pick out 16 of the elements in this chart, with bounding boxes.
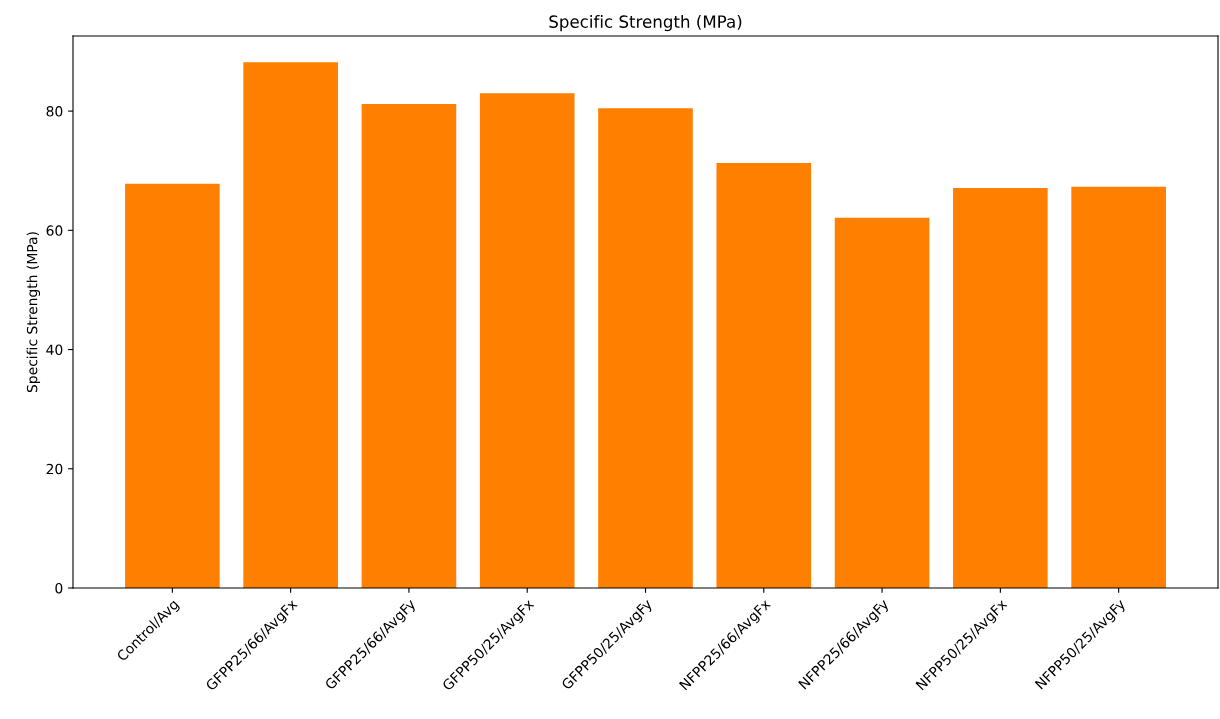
y-tick-label: 0 (55, 582, 63, 594)
y-tick-label: 60 (46, 225, 63, 236)
bar (243, 62, 338, 588)
y-axis-title: Specific Strength (MPa) (26, 232, 41, 393)
bar (1071, 186, 1166, 588)
bar (834, 217, 930, 588)
bar (479, 93, 575, 588)
bar (125, 183, 220, 588)
y-tick-label: 40 (46, 344, 63, 356)
y-tick-label: 20 (46, 463, 63, 475)
bar (716, 162, 812, 588)
y-tick-label: 80 (46, 106, 63, 117)
bar (361, 103, 457, 588)
chart-title: Specific Strength (MPa) (549, 15, 742, 32)
bar (953, 188, 1048, 588)
bar (598, 108, 693, 588)
